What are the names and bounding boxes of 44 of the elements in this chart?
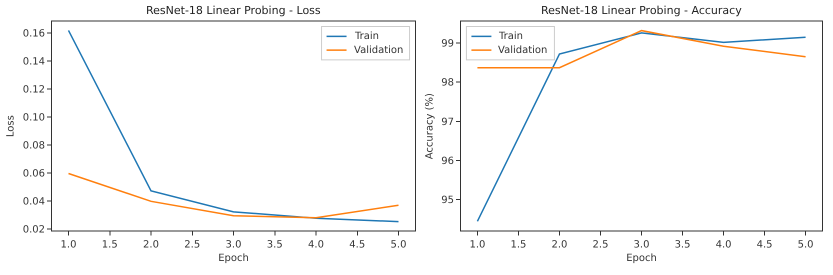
- legend-label: Train: [354, 31, 379, 42]
- x-tick-label: 4.0: [716, 240, 732, 251]
- x-tick-label: 5.0: [798, 240, 814, 251]
- x-tick-label: 4.5: [349, 240, 366, 251]
- x-tick-label: 1.5: [102, 240, 118, 251]
- x-tick-label: 3.0: [226, 240, 242, 251]
- line-series: [476, 32, 806, 222]
- x-tick-label: 4.5: [756, 240, 773, 251]
- x-tick-label: 3.5: [266, 240, 283, 251]
- line-series: [68, 172, 400, 218]
- x-tick-label: 2.0: [143, 240, 159, 251]
- chart-title: ResNet-18 Linear Probing - Accuracy: [541, 4, 742, 17]
- x-tick-label: 1.0: [469, 240, 486, 251]
- y-tick-label: 0.14: [22, 56, 45, 68]
- x-tick-label: 3.5: [674, 240, 690, 251]
- y-tick-label: 0.02: [22, 224, 45, 236]
- y-tick-label: 95: [441, 194, 454, 206]
- x-tick-label: 2.0: [551, 240, 568, 251]
- y-tick-label: 0.16: [22, 28, 45, 40]
- x-tick-label: 5.0: [390, 240, 406, 251]
- chart-title: ResNet-18 Linear Probing - Loss: [146, 4, 321, 17]
- y-tick-label: 96: [441, 156, 454, 167]
- y-tick-label: 0.12: [22, 84, 45, 96]
- y-tick-label: 0.06: [22, 168, 45, 180]
- y-axis-title: Loss: [6, 115, 17, 138]
- legend-label: Validation: [498, 45, 548, 56]
- y-tick-label: 0.04: [22, 196, 45, 208]
- legend-label: Validation: [354, 45, 404, 56]
- y-tick-label: 99: [441, 38, 454, 50]
- line-series: [476, 30, 806, 68]
- x-tick-label: 2.5: [184, 240, 200, 251]
- x-tick-label: 4.0: [308, 240, 324, 251]
- y-tick-label: 0.10: [22, 112, 45, 124]
- x-tick-label: 2.5: [592, 240, 608, 251]
- y-axis-title: Accuracy (%): [424, 93, 436, 160]
- y-tick-label: 98: [441, 78, 454, 89]
- x-tick-label: 1.0: [60, 240, 76, 251]
- x-tick-label: 1.5: [510, 240, 526, 251]
- y-tick-label: 97: [441, 116, 454, 128]
- x-axis-title: Epoch: [626, 253, 657, 264]
- y-tick-label: 0.08: [22, 140, 45, 152]
- x-axis-title: Epoch: [218, 253, 249, 264]
- x-tick-label: 3.0: [634, 240, 650, 251]
- legend-label: Train: [498, 31, 523, 42]
